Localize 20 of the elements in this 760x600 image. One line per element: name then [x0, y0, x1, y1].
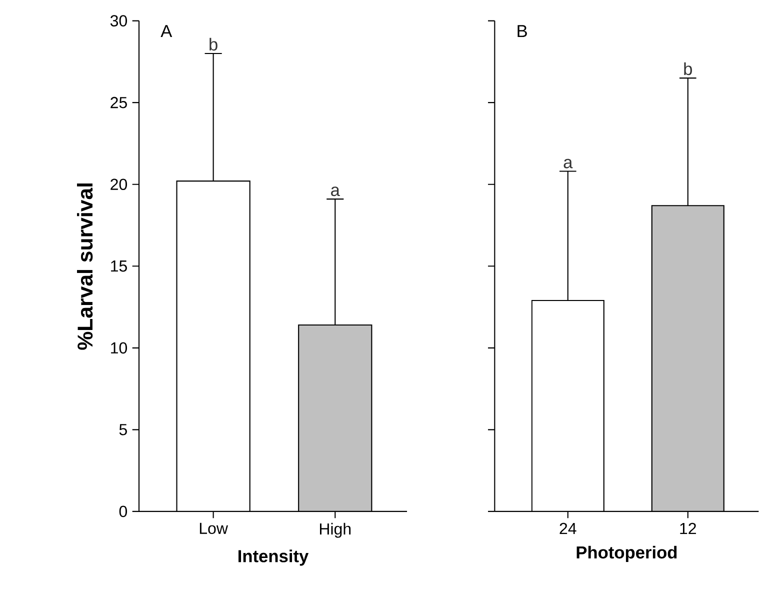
y-tick-label: 10 — [111, 342, 128, 354]
annotation: a — [331, 186, 340, 196]
x-axis-title: Photoperiod — [576, 546, 677, 562]
annotation: B — [518, 25, 527, 37]
y-tick-label: 20 — [110, 178, 128, 190]
annotation: b — [210, 38, 218, 51]
annotation: b — [684, 62, 692, 76]
y-tick-label: 5 — [119, 424, 127, 436]
x-tick-label: Low — [200, 522, 228, 534]
y-tick-label: 30 — [110, 15, 128, 26]
annotation: a — [564, 158, 573, 168]
y-axis-title: %Larval survival — [77, 183, 93, 350]
x-tick-label: 24 — [560, 522, 576, 534]
y-tick-label: 25 — [110, 96, 127, 108]
x-axis-title: Intensity — [238, 550, 309, 566]
y-tick-label: 0 — [119, 506, 128, 518]
y-tick-label: 15 — [111, 260, 127, 272]
x-tick-label: High — [320, 522, 351, 538]
annotation: A — [160, 25, 172, 37]
x-tick-label: 12 — [680, 522, 696, 534]
